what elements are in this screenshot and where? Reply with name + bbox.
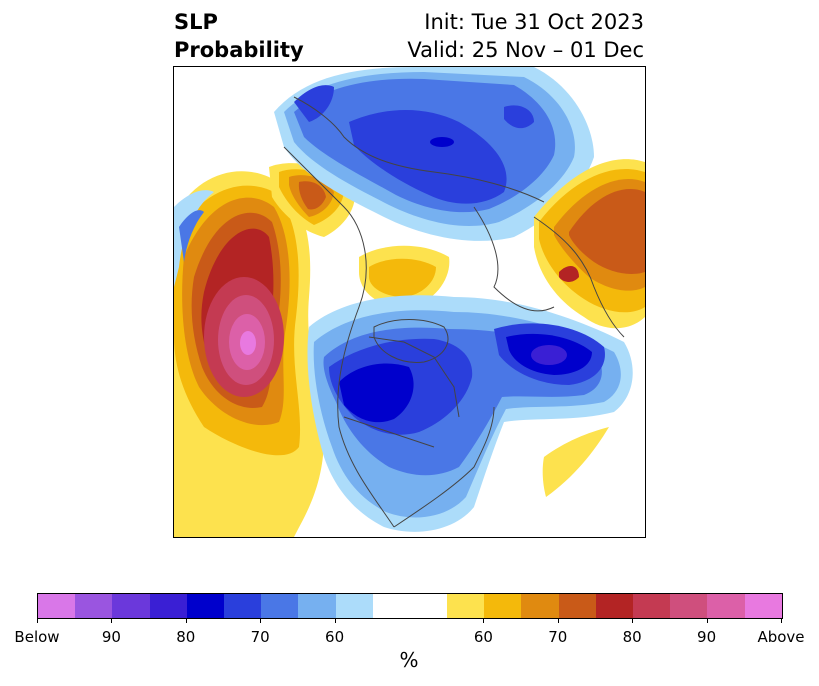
atlantic-high-patch (542, 427, 609, 497)
colorbar-tick-mark (706, 618, 708, 623)
map-title: SLP Probability (174, 8, 304, 64)
valid-range: Valid: 25 Nov – 01 Dec (407, 38, 644, 62)
map-canvas (174, 67, 645, 537)
colorbar-tick-label: 80 (176, 628, 196, 646)
title-line-2: Probability (174, 38, 304, 62)
arctic-low-anomaly (274, 67, 594, 241)
colorbar-segment (261, 594, 299, 618)
colorbar-tick-mark (37, 618, 38, 623)
colorbar-segment (372, 594, 410, 618)
colorbar-tick-mark (781, 618, 782, 623)
colorbar-segment (75, 594, 113, 618)
colorbar-segment (707, 594, 745, 618)
colorbar-segment (521, 594, 559, 618)
colorbar-tick-label: 60 (325, 628, 345, 646)
colorbar-tick-label: 90 (101, 628, 121, 646)
colorbar-tick-mark (334, 618, 336, 623)
init-date: Init: Tue 31 Oct 2023 (424, 10, 644, 34)
colorbar-tick-label: 60 (473, 628, 493, 646)
colorbar-segment (484, 594, 522, 618)
pacific-high-anomaly (174, 171, 324, 537)
colorbar-segment (409, 594, 448, 618)
title-line-1: SLP (174, 10, 218, 34)
colorbar-tick-label: 90 (697, 628, 717, 646)
colorbar (37, 593, 783, 619)
colorbar-tick-label: 70 (250, 628, 270, 646)
colorbar-segment (447, 594, 485, 618)
colorbar-segment (670, 594, 708, 618)
north-america-low-anomaly (307, 295, 633, 532)
colorbar-segment (744, 594, 782, 618)
colorbar-segment (223, 594, 262, 618)
coastlines (283, 96, 625, 528)
colorbar-tick-mark (557, 618, 559, 623)
colorbar-tick-label: Below (14, 628, 60, 646)
colorbar-segment (595, 594, 633, 618)
map-dates: Init: Tue 31 Oct 2023 Valid: 25 Nov – 01… (407, 8, 644, 64)
colorbar-segment (112, 594, 150, 618)
colorbar-tick-mark (260, 618, 262, 623)
colorbar-tick-label: 70 (548, 628, 568, 646)
colorbar-tick-mark (632, 618, 634, 623)
colorbar-tick-label: 80 (622, 628, 642, 646)
colorbar-unit: % (399, 648, 419, 672)
colorbar-segment (558, 594, 596, 618)
arctic-high-patch (359, 245, 450, 308)
colorbar-segment (298, 594, 336, 618)
colorbar-segment (149, 594, 187, 618)
europe-high-anomaly (534, 159, 645, 329)
colorbar-tick-mark (111, 618, 113, 623)
colorbar-tick-mark (185, 618, 187, 623)
probability-map (173, 66, 646, 538)
colorbar-segment (335, 594, 373, 618)
colorbar-tick-label: Above (757, 628, 805, 646)
colorbar-segment (38, 594, 76, 618)
colorbar-segment (186, 594, 224, 618)
colorbar-segment (633, 594, 671, 618)
colorbar-tick-mark (483, 618, 485, 623)
